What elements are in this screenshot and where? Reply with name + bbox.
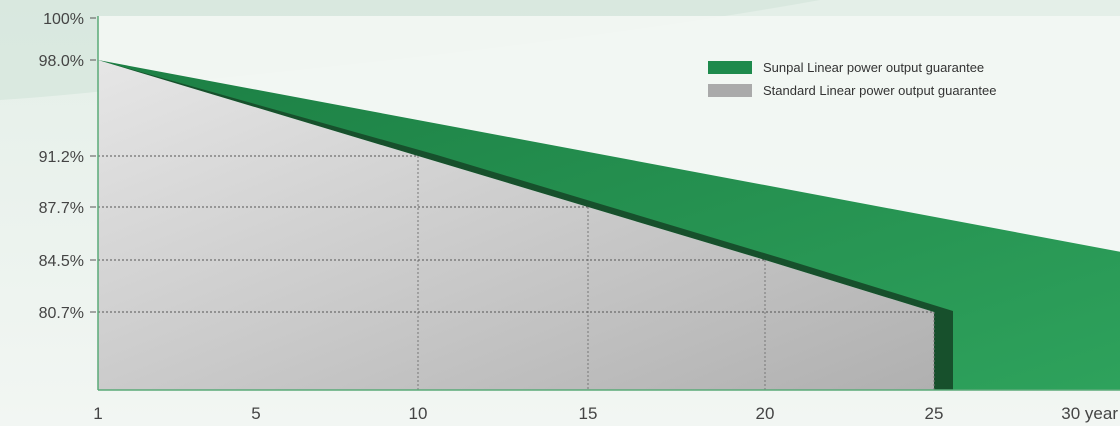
- x-tick-label: 1: [93, 404, 102, 423]
- x-tick-label: 30 year: [1061, 404, 1118, 423]
- legend-label-sunpal: Sunpal Linear power output guarantee: [763, 60, 984, 75]
- y-tick-layer: 100% 98.0% 91.2% 87.7% 84.5% 80.7%: [39, 11, 96, 322]
- x-tick-layer: 1 5 10 15 20 25 30 year: [93, 404, 1118, 423]
- x-tick-label: 5: [251, 404, 260, 423]
- x-tick-label: 25: [925, 404, 944, 423]
- y-tick-label: 98.0%: [39, 53, 84, 70]
- legend: Sunpal Linear power output guarantee Sta…: [708, 60, 996, 98]
- area-standard: [98, 60, 934, 390]
- y-tick-label: 80.7%: [39, 305, 84, 322]
- legend-label-standard: Standard Linear power output guarantee: [763, 83, 996, 98]
- reference-line-layer: [98, 155, 935, 390]
- y-tick-label: 87.7%: [39, 200, 84, 217]
- area-layer: [98, 60, 1120, 390]
- legend-swatch-sunpal: [708, 61, 752, 74]
- y-tick-label: 91.2%: [39, 149, 84, 166]
- x-tick-label: 15: [579, 404, 598, 423]
- y-tick-label: 84.5%: [39, 253, 84, 270]
- x-tick-label: 10: [409, 404, 428, 423]
- y-tick-label: 100%: [43, 11, 84, 28]
- legend-swatch-standard: [708, 84, 752, 97]
- x-tick-label: 20: [756, 404, 775, 423]
